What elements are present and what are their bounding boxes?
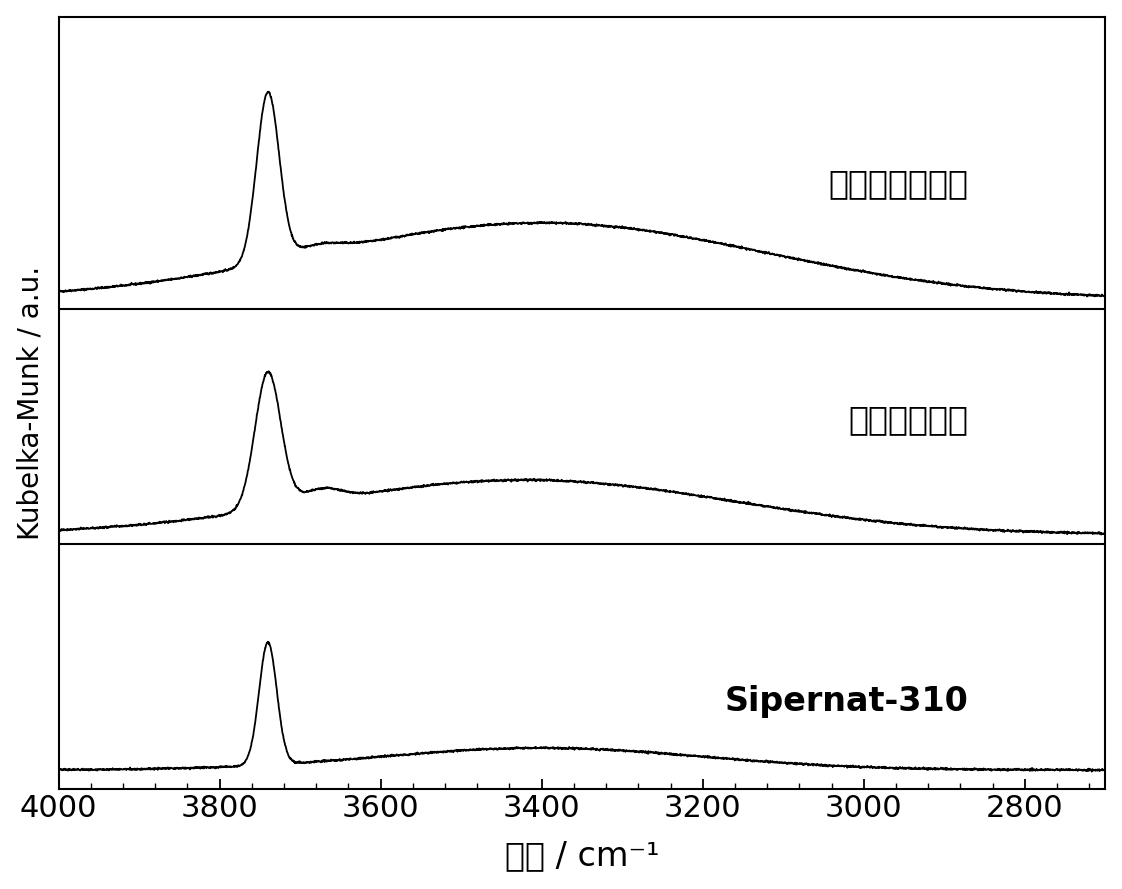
Text: Sipernat-310: Sipernat-310 bbox=[725, 685, 968, 718]
Text: 间歇式鼓泡法: 间歇式鼓泡法 bbox=[848, 403, 968, 436]
Y-axis label: Kubelka-Munk / a.u.: Kubelka-Munk / a.u. bbox=[17, 266, 45, 540]
X-axis label: 波长 / cm⁻¹: 波长 / cm⁻¹ bbox=[505, 839, 660, 872]
Text: 本发明连续流法: 本发明连续流法 bbox=[828, 167, 968, 200]
